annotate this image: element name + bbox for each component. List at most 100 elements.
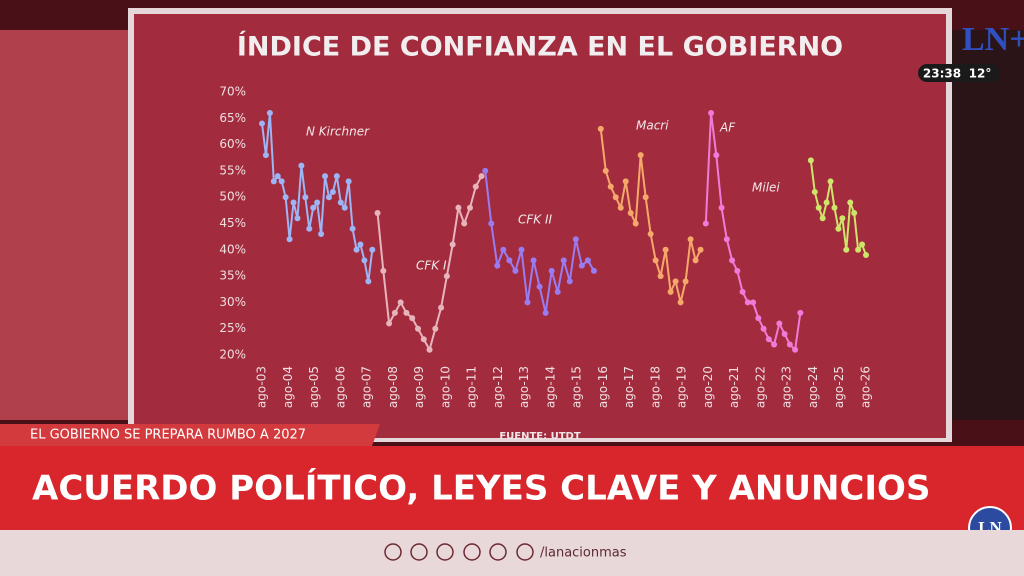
point [851, 209, 858, 216]
x-tick-label: ago-24 [806, 366, 820, 408]
point [314, 199, 321, 206]
x-tick-label: ago-18 [648, 366, 662, 408]
point [318, 231, 325, 238]
social-bar [0, 530, 1024, 576]
point [449, 241, 456, 248]
x-tick-label: ago-22 [753, 366, 767, 408]
point [723, 236, 730, 243]
x-tick-label: ago-09 [412, 366, 426, 408]
point [572, 236, 579, 243]
point [325, 194, 332, 201]
point [333, 173, 340, 180]
point [566, 278, 573, 285]
x-tick-label: ago-03 [255, 366, 269, 408]
point [677, 299, 684, 306]
series-label: CFK II [518, 213, 553, 227]
x-tick-label: ago-11 [465, 366, 479, 408]
x-tick-label: ago-14 [543, 366, 557, 408]
point [345, 178, 352, 185]
point [697, 246, 704, 253]
point [488, 220, 495, 227]
point [739, 288, 746, 295]
point [667, 288, 674, 295]
point [322, 173, 329, 180]
point [282, 194, 289, 201]
point [652, 257, 659, 264]
point [530, 257, 537, 264]
point [536, 283, 543, 290]
point [811, 188, 818, 195]
left-wall [0, 30, 130, 420]
point [337, 199, 344, 206]
x-tick-label: ago-16 [596, 366, 610, 408]
point [461, 220, 468, 227]
point [361, 257, 368, 264]
headline: ACUERDO POLÍTICO, LEYES CLAVE Y ANUNCIOS [32, 468, 930, 509]
series-label: Milei [752, 181, 780, 195]
clock-bg [918, 64, 1000, 82]
point [298, 162, 305, 169]
point [341, 204, 348, 211]
point [692, 257, 699, 264]
plot: 20% 25% 30% 35% 40% 45% 50% 55% 60% 65% 70% ago-03 a… [219, 85, 872, 409]
headline-bg [0, 446, 1024, 530]
point [602, 167, 609, 174]
point [506, 257, 513, 264]
point [827, 178, 834, 185]
point [554, 288, 561, 295]
point [708, 110, 715, 117]
point [302, 194, 309, 201]
point [542, 309, 549, 316]
point [426, 346, 433, 353]
point [657, 273, 664, 280]
y-tick-label: 55% [219, 163, 246, 177]
point [584, 257, 591, 264]
series-label: CFK I [416, 259, 447, 273]
point [397, 299, 404, 306]
point [500, 246, 507, 253]
point [627, 209, 634, 216]
x-tick-label: ago-26 [859, 366, 873, 408]
y-tick-label: 30% [219, 295, 246, 309]
point [755, 315, 762, 322]
point [524, 299, 531, 306]
point [819, 215, 826, 222]
x-tick-label: ago-08 [386, 366, 400, 408]
point [797, 309, 804, 316]
x-tick-label: ago-06 [333, 366, 347, 408]
point [847, 199, 854, 206]
x-tick-label: ago-13 [517, 366, 531, 408]
x-tick-label: ago-17 [622, 366, 636, 408]
point [815, 204, 822, 211]
kicker-bg [0, 424, 380, 446]
point [310, 204, 317, 211]
y-tick-label: 25% [219, 321, 246, 335]
y-tick-label: 50% [219, 190, 246, 204]
point [548, 267, 555, 274]
point [687, 236, 694, 243]
point [294, 215, 301, 222]
right-wall [950, 30, 1024, 420]
point [432, 325, 439, 332]
point [391, 309, 398, 316]
point [414, 325, 421, 332]
point [612, 194, 619, 201]
point [369, 246, 376, 253]
point [765, 336, 772, 343]
point [290, 199, 297, 206]
point [270, 178, 277, 185]
social-handle: /lanacionmas [540, 546, 627, 561]
point [597, 125, 604, 132]
point [349, 225, 356, 232]
point [438, 304, 445, 311]
point [365, 278, 372, 285]
point [306, 225, 313, 232]
point [466, 204, 473, 211]
point [718, 204, 725, 211]
chart-bg [134, 14, 946, 438]
clock: 23:38 [923, 67, 961, 81]
point [807, 157, 814, 164]
point [266, 110, 273, 117]
point [734, 267, 741, 274]
